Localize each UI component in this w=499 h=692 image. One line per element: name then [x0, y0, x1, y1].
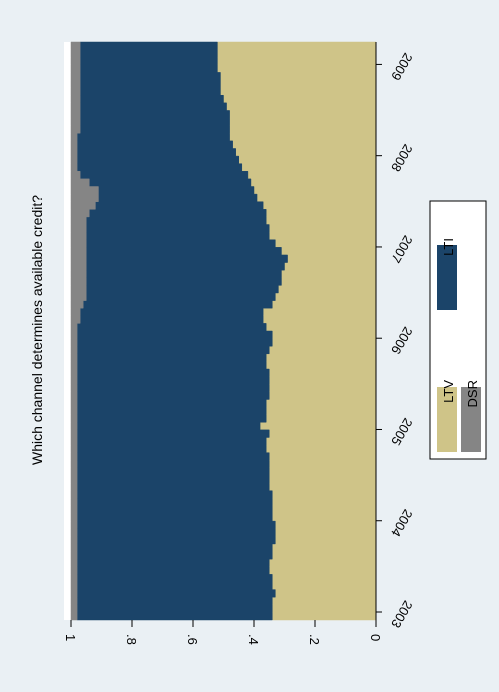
value-tick-label: 0 [368, 634, 383, 641]
chart-title: Which channel determines available credi… [29, 195, 45, 465]
legend-swatch-ltv [437, 387, 457, 452]
legend-label-ltv: LTV [441, 380, 456, 403]
value-tick-label: .8 [124, 634, 139, 645]
value-axis-ticks: 0 .2 .4 .6 .8 1 [63, 620, 383, 645]
value-tick-label: 1 [63, 634, 78, 641]
legend-label-lti: LTI [441, 238, 456, 256]
value-tick-label: .6 [185, 634, 200, 645]
area-series-dsr [70, 41, 99, 621]
area-series-group [70, 41, 377, 621]
value-tick-label: .2 [307, 634, 322, 645]
legend-swatch-dsr [461, 387, 481, 452]
legend-label-dsr: DSR [465, 380, 480, 407]
legend-swatch-lti [437, 245, 457, 310]
legend: LTV DSR LTI [429, 200, 487, 460]
value-tick-label: .4 [246, 634, 261, 645]
